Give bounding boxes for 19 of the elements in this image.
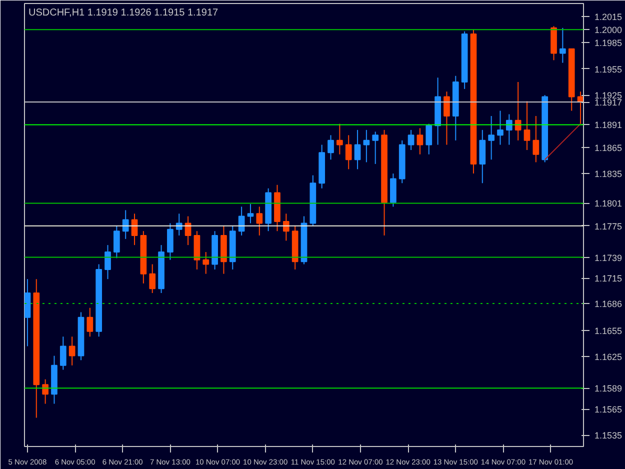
ref-line-label: 1.1739 xyxy=(594,252,622,263)
ref-line-label: 1.2000 xyxy=(594,25,622,36)
y-tick-label: 1.1985 xyxy=(594,38,622,48)
chart-title: USDCHF,H1 1.1919 1.1926 1.1915 1.1917 xyxy=(28,8,219,18)
y-tick-label: 1.1625 xyxy=(594,352,622,362)
ref-line-label: 1.1686 xyxy=(594,298,622,309)
y-tick-label: 1.1655 xyxy=(594,326,622,336)
ref-line-label: 1.1891 xyxy=(594,120,622,130)
y-tick-label: 1.1565 xyxy=(594,404,622,414)
y-tick-label: 1.1715 xyxy=(594,274,622,284)
ref-line-label: 1.1917 xyxy=(594,98,622,108)
y-tick-label: 1.1955 xyxy=(594,64,622,74)
ref-line-label: 1.1775 xyxy=(594,221,622,232)
y-tick-label: 1.2015 xyxy=(594,12,622,22)
ref-line-label: 1.1801 xyxy=(594,198,622,209)
y-tick-label: 1.1865 xyxy=(594,142,622,153)
y-tick-label: 1.1535 xyxy=(594,430,622,441)
y-tick-label: 1.1835 xyxy=(594,169,622,180)
ref-line-label: 1.1589 xyxy=(594,384,622,394)
